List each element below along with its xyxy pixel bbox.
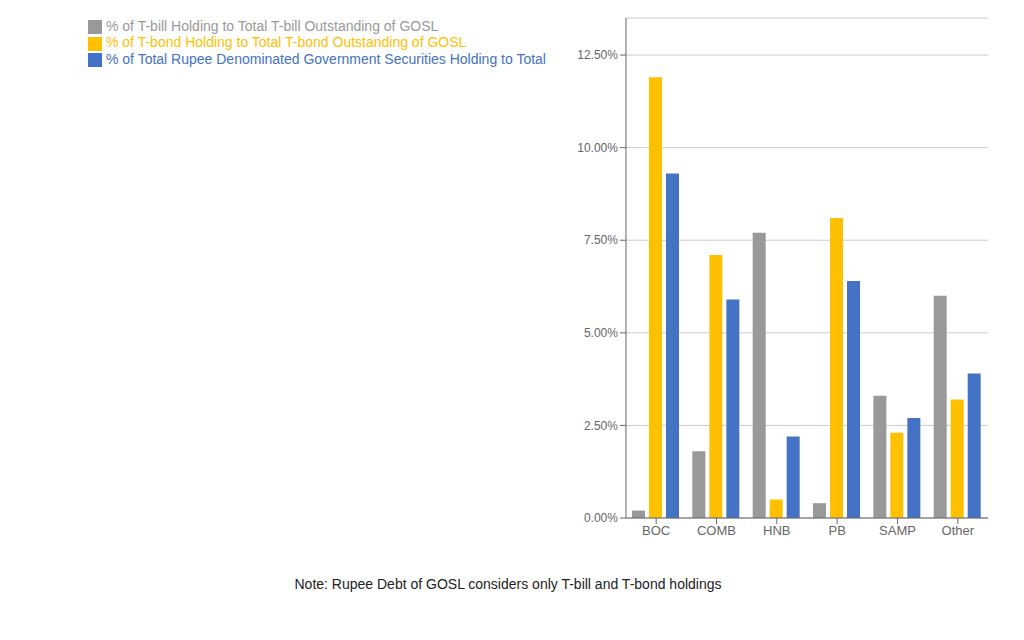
svg-text:SAMP: SAMP: [879, 523, 916, 538]
svg-text:2.50%: 2.50%: [584, 419, 618, 433]
svg-text:12.50%: 12.50%: [577, 48, 618, 62]
svg-text:Other: Other: [942, 523, 975, 538]
svg-text:5.00%: 5.00%: [584, 326, 618, 340]
html-text:Note: Rupee Debt of GOSL consi: Note: Rupee Debt of GOSL considers only …: [294, 576, 722, 592]
html-text:% of T-bond Holding to Total T: % of T-bond Holding to Total T-bond Outs…: [106, 34, 467, 51]
html-text:% of Total Rupee Denominated G: % of Total Rupee Denominated Government …: [106, 50, 546, 67]
html-text:% of T-bill Holding to Total T: % of T-bill Holding to Total T-bill Outs…: [106, 18, 439, 34]
svg-text:BOC: BOC: [642, 523, 670, 538]
svg-text:PB: PB: [828, 523, 845, 538]
svg-text:7.50%: 7.50%: [584, 233, 618, 247]
svg-text:HNB: HNB: [763, 523, 790, 538]
svg-text:COMB: COMB: [697, 523, 736, 538]
svg-text:0.00%: 0.00%: [584, 511, 618, 525]
svg-text:10.00%: 10.00%: [577, 141, 618, 155]
